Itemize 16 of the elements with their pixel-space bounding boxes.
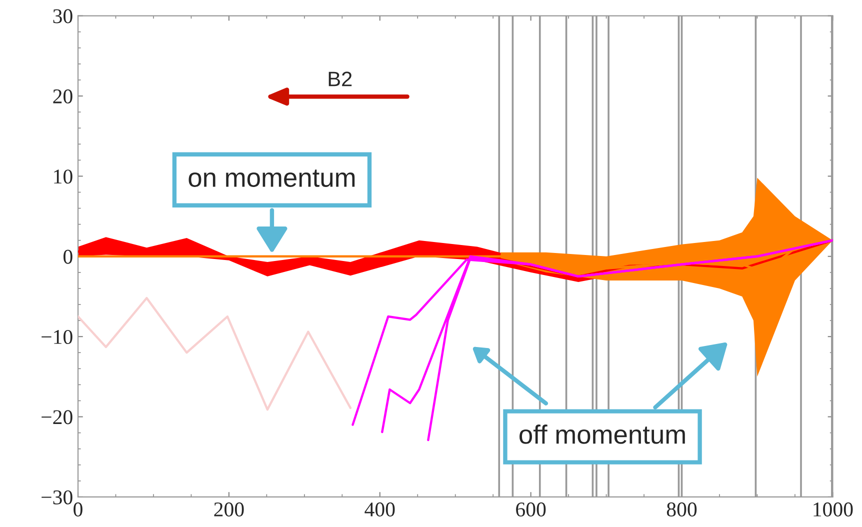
- x-tick-label: 200: [214, 502, 244, 516]
- y-tick-label: 30: [53, 9, 72, 24]
- y-tick-label: −10: [42, 330, 72, 344]
- x-tick-label: 0: [74, 502, 82, 516]
- annotation: off momentum: [520, 424, 685, 444]
- x-tick-label: 800: [666, 502, 697, 516]
- y-tick-label: 10: [54, 170, 72, 184]
- annotation: B2: [328, 72, 352, 86]
- x-tick-label: 600: [516, 502, 546, 516]
- y-tick-label: −20: [42, 410, 72, 424]
- x-tick-label: 400: [364, 502, 395, 516]
- x-tick-label: 1000: [814, 502, 853, 516]
- y-tick-label: 20: [53, 89, 72, 104]
- y-tick-label: 0: [64, 250, 72, 264]
- annotation: on momentum: [188, 170, 355, 187]
- y-tick-label: −30: [42, 490, 72, 504]
